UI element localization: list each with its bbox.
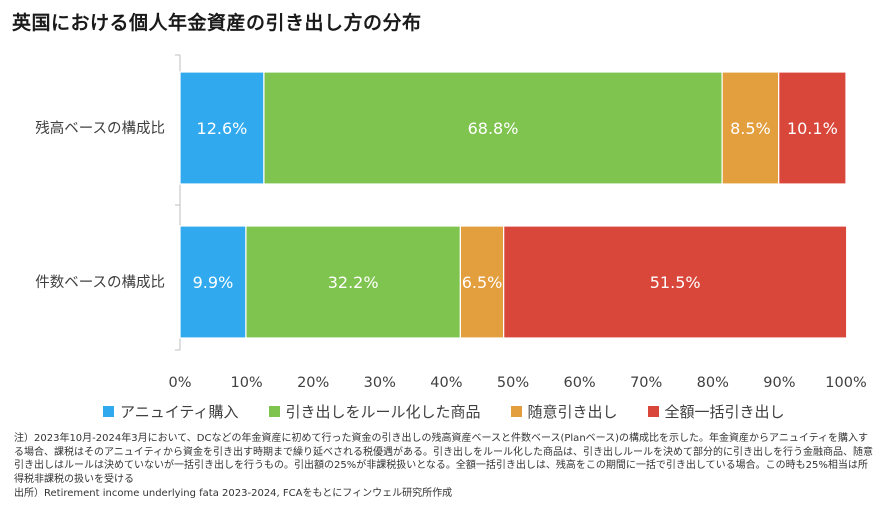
legend-label: 引き出しをルール化した商品 [285,402,481,421]
legend-item: 引き出しをルール化した商品 [268,401,481,422]
x-tick-label: 10% [230,375,262,391]
data-label: 10.1% [787,119,838,138]
bar-segment [459,225,505,339]
category-label: 残高ベースの構成比 [35,120,165,137]
x-tick-label: 50% [497,375,529,391]
legend-item: 全額一括引き出し [647,401,785,422]
data-label: 32.2% [328,273,379,292]
source-note: 出所）Retirement income underlying fata 202… [14,488,453,499]
legend-label: 随意引き出し [527,402,618,421]
footnote: 注）2023年10月-2024年3月において、DCなどの年金資産に初めて行った資… [14,433,873,485]
data-label: 9.9% [193,273,234,292]
legend-label: アニュイティ購入 [120,402,239,421]
legend-swatch [510,405,522,417]
bar-segment [263,71,723,185]
data-label: 12.6% [197,119,248,138]
x-tick-label: 70% [630,375,662,391]
bar-segment [721,71,780,185]
legend: アニュイティ購入 引き出しをルール化した商品 随意引き出し 全額一括引き出し [103,400,815,422]
legend-swatch [647,405,659,417]
legend-swatch [268,405,280,417]
x-tick-label: 40% [430,375,462,391]
x-tick-label: 0% [168,375,191,391]
x-tick-label: 30% [364,375,396,391]
x-tick-label: 90% [763,375,795,391]
bar-segment [179,225,247,339]
legend-swatch [103,405,114,417]
legend-item: 随意引き出し [510,401,618,422]
bar-segment [179,71,265,185]
bar-segment [778,71,847,185]
x-tick-label: 20% [297,375,329,391]
data-label: 68.8% [468,119,519,138]
bar-segment [503,225,848,339]
legend-item: アニュイティ購入 [103,401,239,422]
notes: 注）2023年10月-2024年3月において、DCなどの年金資産に初めて行った資… [14,432,874,501]
data-label: 8.5% [730,119,771,138]
x-tick-label: 60% [563,375,595,391]
page-title: 英国における個人年金資産の引き出し方の分布 [12,12,422,34]
category-label: 件数ベースの構成比 [35,274,165,291]
data-label: 6.5% [462,273,503,292]
data-label: 51.5% [650,273,701,292]
legend-label: 全額一括引き出し [664,402,785,421]
x-tick-label: 80% [697,375,729,391]
bar-segment [245,225,461,339]
x-tick-label: 100% [825,375,866,391]
